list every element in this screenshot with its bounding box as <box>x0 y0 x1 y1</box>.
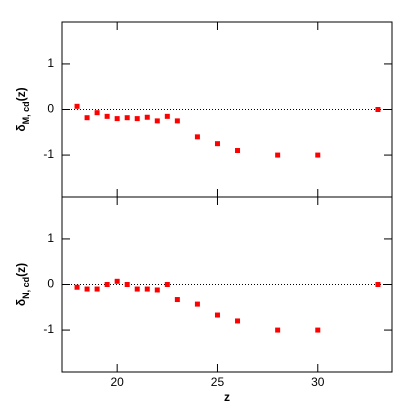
data-point <box>235 318 241 324</box>
data-point <box>154 287 160 293</box>
data-point <box>74 284 80 290</box>
y-tick-label: 0 <box>47 102 54 116</box>
y-label-sub: M, cd <box>21 101 31 124</box>
data-point <box>114 116 120 122</box>
y-tick-label: -1 <box>43 147 54 161</box>
y-tick-label: -1 <box>43 322 54 336</box>
data-point <box>194 301 200 307</box>
y-label-suffix: (z) <box>14 87 28 101</box>
data-point <box>275 327 281 333</box>
data-point <box>164 282 170 287</box>
data-point <box>194 134 200 140</box>
y-label-sub: N, cd <box>21 277 31 299</box>
data-point <box>144 114 150 120</box>
data-point <box>94 286 100 292</box>
data-point <box>104 282 110 287</box>
x-tick-label: 30 <box>311 375 325 389</box>
data-point <box>144 286 150 292</box>
data-point <box>134 286 140 292</box>
y-label-main: δ <box>14 299 28 306</box>
y-label-main: δ <box>14 124 28 131</box>
x-tick-label: 25 <box>211 375 225 389</box>
data-point <box>94 110 100 116</box>
data-point <box>315 327 321 333</box>
data-point <box>114 278 120 284</box>
y-label-suffix: (z) <box>14 263 28 277</box>
data-point <box>84 286 90 292</box>
data-point <box>134 116 140 122</box>
data-point <box>235 148 241 154</box>
y-tick-label: 1 <box>47 231 54 245</box>
data-point <box>214 141 220 147</box>
data-point <box>275 152 281 158</box>
data-point <box>124 115 130 121</box>
data-point <box>84 115 90 121</box>
data-point <box>174 297 180 303</box>
y-axis-label: δM, cd(z) <box>14 87 31 131</box>
y-tick-label: 0 <box>47 277 54 291</box>
data-point <box>375 107 381 112</box>
data-point <box>74 103 80 109</box>
x-axis-label: z <box>224 390 230 404</box>
data-point <box>124 282 130 287</box>
y-axis-label: δN, cd(z) <box>14 263 31 306</box>
x-tick-label: 20 <box>110 375 124 389</box>
data-point <box>375 282 381 287</box>
y-tick-label: 1 <box>47 56 54 70</box>
data-point <box>174 118 180 124</box>
data-point <box>104 113 110 119</box>
data-point <box>164 113 170 119</box>
data-point <box>315 152 321 158</box>
data-point <box>214 312 220 318</box>
data-point <box>154 118 160 124</box>
